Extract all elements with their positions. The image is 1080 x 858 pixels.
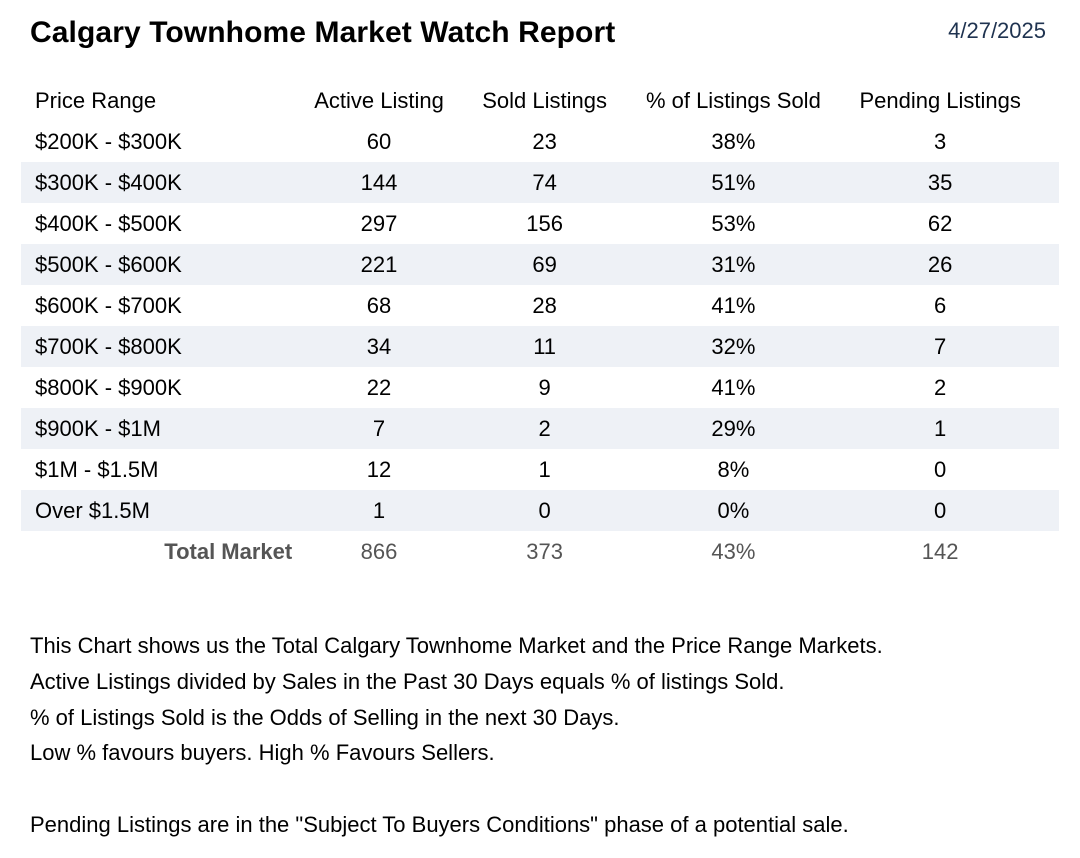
cell-price-range: $200K - $300K [35,128,182,154]
total-pending: 142 [921,538,959,564]
cell-price-range: $300K - $400K [21,162,315,203]
header-percent-sold: % of Listings Sold [645,87,821,113]
table-row: $300K - $400K 144 74 51% 35 [21,162,1059,203]
cell-percent-sold: 32% [645,326,822,367]
note-line: Low % favours buyers. High % Favours Sel… [30,740,495,766]
cell-active: 34 [314,326,444,367]
table-row: $800K - $900K 22 9 41% 2 [21,367,1059,408]
cell-percent-sold: 8% [717,456,750,482]
cell-active: 221 [314,244,444,285]
cell-sold: 23 [532,128,557,154]
cell-pending: 35 [821,162,1059,203]
cell-active: 68 [366,292,392,318]
cell-pending: 26 [821,244,1059,285]
table-row: $200K - $300K 60 23 38% 3 [21,121,1059,162]
cell-active: 22 [366,374,392,400]
cell-active: 297 [360,210,398,236]
cell-price-range: $800K - $900K [35,374,182,400]
total-sold: 373 [526,538,563,564]
cell-sold: 69 [443,244,646,285]
cell-active: 12 [366,456,392,482]
note-line: % of Listings Sold is the Odds of Sellin… [30,704,620,730]
cell-active: 144 [314,162,444,203]
cell-pending: 7 [821,326,1059,367]
table-row: $600K - $700K 68 28 41% 6 [21,285,1059,326]
cell-pending: 0 [821,490,1059,531]
table-row: $700K - $800K 34 11 32% 7 [21,326,1059,367]
cell-percent-sold: 31% [645,244,822,285]
spacer [30,771,883,807]
cell-sold: 74 [443,162,646,203]
note-line: Active Listings divided by Sales in the … [30,668,785,694]
report-title: Calgary Townhome Market Watch Report [30,16,616,49]
cell-active: 60 [366,128,392,154]
cell-price-range: $1M - $1.5M [35,456,159,482]
cell-price-range: $900K - $1M [21,408,315,449]
cell-percent-sold: 29% [645,408,822,449]
cell-sold: 2 [443,408,646,449]
header-pending-listings: Pending Listings [859,87,1021,113]
total-percent-sold: 43% [711,538,756,564]
table-row: $400K - $500K 297 156 53% 62 [21,203,1059,244]
total-active: 866 [360,538,398,564]
header-active-listing: Active Listing [314,87,444,113]
cell-sold: 0 [443,490,646,531]
report-date: 4/27/2025 [948,18,1046,43]
cell-pending: 6 [934,292,947,318]
table-row: $500K - $600K 221 69 31% 26 [21,244,1059,285]
cell-percent-sold: 51% [645,162,822,203]
cell-price-range: $700K - $800K [21,326,315,367]
cell-pending: 1 [821,408,1059,449]
header-price-range: Price Range [35,87,157,113]
explanation-notes: This Chart shows us the Total Calgary To… [30,628,883,843]
table-row: $1M - $1.5M 12 1 8% 0 [21,449,1059,490]
cell-sold: 1 [538,456,551,482]
note-line: Pending Listings are in the "Subject To … [30,812,849,838]
cell-pending: 2 [934,374,947,400]
table-row: Over $1.5M 1 0 0% 0 [21,490,1059,531]
cell-price-range: Over $1.5M [21,490,315,531]
cell-price-range: $500K - $600K [21,244,315,285]
cell-price-range: $400K - $500K [35,210,182,236]
cell-percent-sold: 53% [711,210,756,236]
cell-active: 7 [314,408,444,449]
cell-active: 1 [314,490,444,531]
cell-percent-sold: 38% [711,128,756,154]
header-sold-listings: Sold Listings [482,87,607,113]
cell-pending: 0 [934,456,947,482]
table-header-row: Price Range Active Listing Sold Listings… [21,80,1059,121]
cell-pending: 3 [934,128,947,154]
cell-percent-sold: 41% [711,292,756,318]
cell-percent-sold: 0% [645,490,822,531]
cell-sold: 28 [532,292,557,318]
cell-price-range: $600K - $700K [35,292,182,318]
cell-sold: 11 [443,326,646,367]
note-line: This Chart shows us the Total Calgary To… [30,633,883,658]
total-row: Total Market 866 373 43% 142 [21,531,1059,572]
cell-sold: 9 [538,374,551,400]
cell-sold: 156 [526,210,563,236]
cell-percent-sold: 41% [711,374,756,400]
cell-pending: 62 [927,210,953,236]
total-label: Total Market [164,538,293,564]
table-row: $900K - $1M 7 2 29% 1 [21,408,1059,449]
market-table: Price Range Active Listing Sold Listings… [21,80,1059,572]
